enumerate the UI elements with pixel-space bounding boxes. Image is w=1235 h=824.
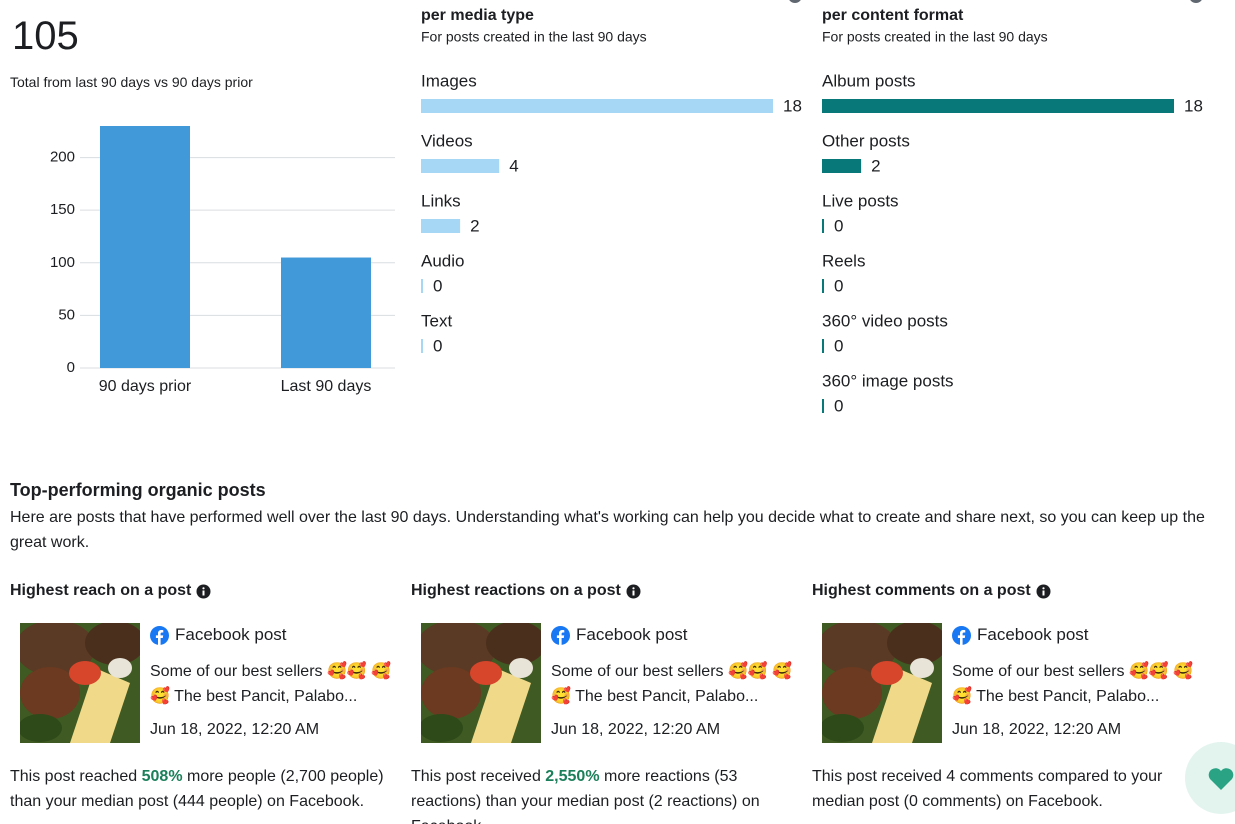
facebook-icon — [150, 625, 169, 645]
post-text: Some of our best sellers 🥰🥰 🥰🥰 The best … — [952, 663, 1194, 705]
value-label: 4 — [509, 156, 518, 175]
total-caption: Total from last 90 days vs 90 days prior — [10, 74, 253, 90]
card-heading: Highest reach on a post — [10, 580, 400, 602]
post-summary: This post received 4 comments compared t… — [812, 764, 1197, 814]
bar — [421, 279, 423, 293]
category-label: Text — [421, 311, 452, 330]
value-label: 2 — [470, 216, 479, 235]
chart-title: per media type — [421, 7, 534, 24]
chart-subtitle: For posts created in the last 90 days — [822, 29, 1048, 45]
value-label: 0 — [834, 396, 843, 415]
x-tick-label: 90 days prior — [99, 378, 192, 395]
category-label: 360° video posts — [822, 311, 948, 330]
post-image — [15, 620, 145, 743]
summary-text: This post received 4 comments compared t… — [812, 768, 1163, 810]
card-heading-text: Highest reactions on a post — [411, 582, 621, 599]
card-heading: Highest comments on a post — [812, 580, 1202, 602]
section-title: Top-performing organic posts — [10, 480, 266, 500]
post-card: Highest reach on a post Facebook post Som… — [10, 580, 400, 824]
bar — [421, 339, 423, 353]
bar — [822, 399, 824, 413]
category-label: Images — [421, 71, 477, 90]
bar — [281, 257, 371, 368]
summary-text: more people (2,700 people) than your med… — [10, 768, 384, 810]
info-icon[interactable] — [1036, 584, 1051, 599]
post-date: Jun 18, 2022, 12:20 AM — [952, 721, 1122, 738]
post-thumbnail[interactable] — [817, 620, 947, 748]
post-type: Facebook post — [952, 625, 1089, 645]
card-heading-text: Highest reach on a post — [10, 582, 192, 599]
category-label: 360° image posts — [822, 371, 954, 390]
y-tick-label: 100 — [50, 254, 75, 271]
post-card: Highest reactions on a post Facebook pos… — [411, 580, 801, 824]
post-image — [817, 620, 947, 743]
category-label: Audio — [421, 251, 464, 270]
y-tick-label: 150 — [50, 201, 75, 218]
bar — [100, 126, 190, 368]
bar — [421, 99, 773, 113]
y-tick-label: 0 — [67, 359, 75, 376]
post-type-text: Facebook post — [576, 625, 688, 644]
post-summary: This post reached 508% more people (2,70… — [10, 764, 395, 814]
chart-title: per content format — [822, 7, 964, 24]
category-label: Live posts — [822, 191, 899, 210]
x-tick-label: Last 90 days — [281, 378, 372, 395]
bar — [421, 219, 461, 233]
card-heading-text: Highest comments on a post — [812, 582, 1031, 599]
facebook-icon — [952, 625, 971, 645]
category-label: Reels — [822, 251, 865, 270]
category-label: Album posts — [822, 71, 916, 90]
summary-highlight: 2,550% — [545, 768, 600, 785]
summary-text: more reactions (53 reactions) than your … — [411, 768, 760, 824]
category-label: Links — [421, 191, 461, 210]
value-label: 18 — [1184, 96, 1203, 115]
summary-text: This post received — [411, 768, 546, 785]
post-type-text: Facebook post — [175, 625, 287, 644]
bar — [421, 159, 500, 173]
bar — [822, 219, 824, 233]
value-label: 2 — [871, 156, 880, 175]
total-value: 105 — [12, 14, 79, 58]
value-label: 0 — [834, 216, 843, 235]
bar — [822, 339, 824, 353]
post-type: Facebook post — [150, 625, 287, 645]
post-text: Some of our best sellers 🥰🥰 🥰🥰 The best … — [551, 663, 793, 705]
category-label: Videos — [421, 131, 473, 150]
info-icon[interactable] — [626, 584, 641, 599]
info-icon[interactable] — [196, 584, 211, 599]
info-icon[interactable] — [788, 0, 802, 3]
support-button[interactable] — [1183, 742, 1235, 824]
post-date: Jun 18, 2022, 12:20 AM — [150, 721, 320, 738]
value-label: 0 — [834, 276, 843, 295]
post-type-text: Facebook post — [977, 625, 1089, 644]
value-label: 0 — [433, 276, 442, 295]
post-type: Facebook post — [551, 625, 688, 645]
summary-highlight: 508% — [141, 768, 183, 785]
post-card: Highest comments on a post Facebook post… — [812, 580, 1202, 824]
value-label: 0 — [834, 336, 843, 355]
post-summary: This post received 2,550% more reactions… — [411, 764, 796, 824]
summary-text: This post reached — [10, 768, 142, 785]
bar — [822, 99, 1174, 113]
category-label: Other posts — [822, 131, 910, 150]
y-tick-label: 200 — [50, 149, 75, 166]
value-label: 18 — [783, 96, 802, 115]
post-thumbnail[interactable] — [15, 620, 145, 748]
facebook-icon — [551, 625, 570, 645]
info-icon[interactable] — [1189, 0, 1203, 3]
post-date: Jun 18, 2022, 12:20 AM — [551, 721, 721, 738]
bar — [822, 159, 862, 173]
section-description: Here are posts that have performed well … — [10, 509, 1205, 551]
post-text: Some of our best sellers 🥰🥰 🥰🥰 The best … — [150, 663, 392, 705]
card-heading: Highest reactions on a post — [411, 580, 801, 602]
post-image — [416, 620, 546, 743]
post-thumbnail[interactable] — [416, 620, 546, 748]
value-label: 0 — [433, 336, 442, 355]
bar — [822, 279, 824, 293]
y-tick-label: 50 — [58, 306, 75, 323]
chart-subtitle: For posts created in the last 90 days — [421, 29, 647, 45]
